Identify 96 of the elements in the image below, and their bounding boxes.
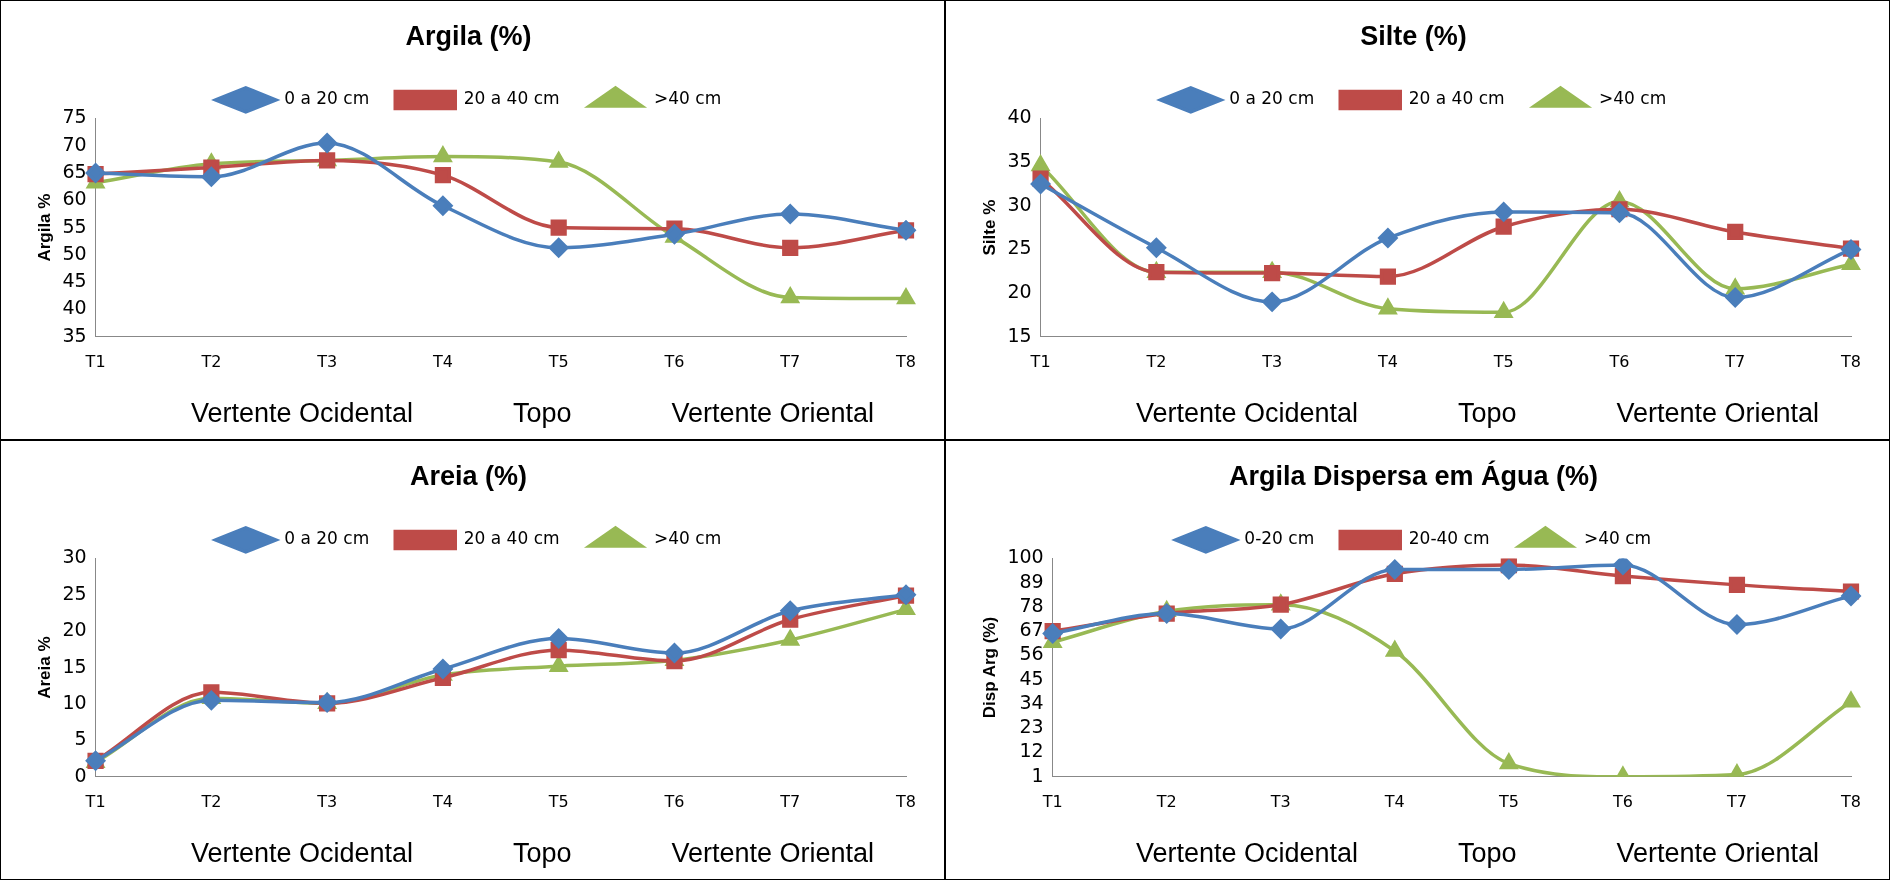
x-tick-label: T1 bbox=[84, 791, 106, 811]
y-tick-label: 12 bbox=[1019, 739, 1044, 762]
y-tick-label: 25 bbox=[62, 581, 87, 604]
x-tick-label: T6 bbox=[1608, 351, 1630, 371]
y-tick-label: 0 bbox=[74, 763, 87, 786]
text: Vertente Oriental bbox=[1616, 837, 1820, 869]
x-tick-label: T1 bbox=[1029, 351, 1051, 371]
y-tick-label: 34 bbox=[1019, 690, 1044, 713]
x-tick-label: T5 bbox=[547, 351, 569, 371]
y-tick-label: 50 bbox=[62, 241, 87, 264]
y-tick-label: 15 bbox=[1007, 323, 1032, 346]
y-tick-label: 30 bbox=[62, 545, 87, 568]
text: Topo bbox=[512, 397, 572, 429]
y-axis-title: Disp Arg (%) bbox=[979, 616, 999, 719]
text: Topo bbox=[512, 837, 572, 869]
y-axis-title: Silte % bbox=[979, 199, 999, 256]
legend-label: 20 a 40 cm bbox=[463, 528, 560, 549]
y-tick-label: 56 bbox=[1019, 642, 1044, 665]
legend-label: 20-40 cm bbox=[1408, 528, 1490, 549]
y-tick-label: 5 bbox=[74, 727, 87, 750]
y-tick-label: 40 bbox=[1007, 105, 1032, 128]
y-tick-label: 15 bbox=[62, 654, 87, 677]
text: Vertente Ocidental bbox=[1135, 397, 1359, 429]
legend-label: 20 a 40 cm bbox=[463, 88, 560, 109]
y-tick-label: 10 bbox=[62, 690, 87, 713]
y-tick-label: 30 bbox=[1007, 192, 1032, 215]
x-tick-label: T2 bbox=[200, 791, 222, 811]
x-tick-label: T7 bbox=[779, 791, 801, 811]
x-tick-label: T8 bbox=[895, 351, 916, 371]
y-tick-label: 25 bbox=[1007, 236, 1032, 259]
x-tick-label: T5 bbox=[1492, 351, 1514, 371]
x-tick-label: T4 bbox=[1376, 351, 1398, 371]
x-tick-label: T4 bbox=[431, 791, 453, 811]
legend-label: 0 a 20 cm bbox=[284, 528, 370, 549]
x-tick-label: T4 bbox=[431, 351, 453, 371]
legend-label: 0 a 20 cm bbox=[1229, 88, 1315, 109]
text: Vertente Oriental bbox=[671, 837, 875, 869]
x-tick-label: T2 bbox=[1155, 791, 1177, 811]
x-tick-label: T7 bbox=[1725, 791, 1747, 811]
chart-title: Silte (%) bbox=[1360, 20, 1467, 51]
legend-label: >40 cm bbox=[1599, 88, 1667, 109]
x-tick-label: T8 bbox=[1840, 351, 1861, 371]
x-tick-label: T3 bbox=[316, 351, 338, 371]
y-tick-label: 65 bbox=[62, 159, 87, 182]
text: Vertente Ocidental bbox=[1135, 837, 1359, 869]
text: Vertente Oriental bbox=[671, 397, 875, 429]
chart-title: Argila (%) bbox=[405, 20, 532, 51]
y-axis-title: Argila % bbox=[34, 193, 54, 262]
legend-label: 0 a 20 cm bbox=[284, 88, 370, 109]
x-tick-label: T2 bbox=[200, 351, 222, 371]
legend-label: 0-20 cm bbox=[1244, 528, 1315, 549]
x-tick-label: T6 bbox=[663, 791, 685, 811]
y-tick-label: 67 bbox=[1019, 618, 1044, 641]
y-tick-label: 35 bbox=[62, 323, 87, 346]
x-tick-label: T6 bbox=[1611, 791, 1633, 811]
chart-title: Argila Dispersa em Água (%) bbox=[1228, 459, 1599, 491]
x-tick-label: T1 bbox=[84, 351, 106, 371]
x-tick-label: T5 bbox=[1497, 791, 1519, 811]
y-tick-label: 20 bbox=[62, 618, 87, 641]
x-tick-label: T3 bbox=[316, 791, 338, 811]
x-tick-label: T2 bbox=[1145, 351, 1167, 371]
x-tick-label: T3 bbox=[1261, 351, 1283, 371]
y-tick-label: 1 bbox=[1031, 763, 1044, 786]
text: Vertente Oriental bbox=[1616, 397, 1820, 429]
x-tick-label: T8 bbox=[895, 791, 916, 811]
text: Vertente Ocidental bbox=[190, 837, 414, 869]
x-tick-label: T8 bbox=[1840, 791, 1861, 811]
y-tick-label: 55 bbox=[62, 214, 87, 237]
legend-label: >40 cm bbox=[1583, 528, 1652, 549]
y-tick-label: 40 bbox=[62, 296, 87, 319]
text: Vertente Ocidental bbox=[190, 397, 414, 429]
y-tick-label: 89 bbox=[1019, 569, 1044, 592]
x-tick-label: T7 bbox=[1724, 351, 1746, 371]
x-tick-label: T1 bbox=[1041, 791, 1063, 811]
text: Topo bbox=[1457, 837, 1517, 869]
text: Topo bbox=[1457, 397, 1517, 429]
x-tick-label: T3 bbox=[1269, 791, 1291, 811]
y-tick-label: 45 bbox=[1019, 666, 1044, 689]
y-tick-label: 75 bbox=[62, 105, 87, 128]
y-tick-label: 20 bbox=[1007, 280, 1032, 303]
x-tick-label: T4 bbox=[1383, 791, 1405, 811]
y-axis-title: Areia % bbox=[34, 636, 54, 699]
x-tick-label: T5 bbox=[547, 791, 569, 811]
y-tick-label: 60 bbox=[62, 187, 87, 210]
x-tick-label: T7 bbox=[779, 351, 801, 371]
legend-label: >40 cm bbox=[654, 528, 722, 549]
y-tick-label: 45 bbox=[62, 269, 87, 292]
x-tick-label: T6 bbox=[663, 351, 685, 371]
legend-label: >40 cm bbox=[654, 88, 722, 109]
chart-title: Areia (%) bbox=[409, 460, 528, 491]
y-tick-label: 23 bbox=[1019, 715, 1044, 738]
y-tick-label: 78 bbox=[1019, 593, 1044, 616]
legend-label: 20 a 40 cm bbox=[1408, 88, 1505, 109]
y-tick-label: 100 bbox=[1007, 545, 1044, 568]
y-tick-label: 35 bbox=[1007, 149, 1032, 172]
y-tick-label: 70 bbox=[62, 132, 87, 155]
